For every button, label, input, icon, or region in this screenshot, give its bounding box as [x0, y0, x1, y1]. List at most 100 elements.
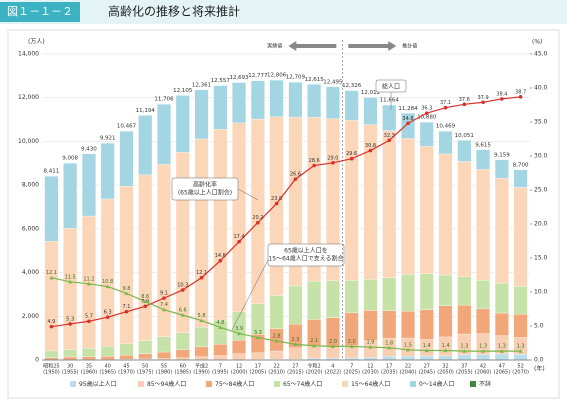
- y-tick-label: 12,000: [18, 94, 39, 101]
- bar-segment: [101, 199, 115, 346]
- line-value-label: 34.8: [402, 116, 413, 122]
- line-value-label: 1.4: [442, 343, 450, 349]
- line-point: [256, 221, 260, 225]
- line-value-label: 9.8: [122, 286, 130, 292]
- bar-segment: [514, 187, 528, 286]
- total-label: 10,467: [117, 124, 137, 130]
- total-label: 12,806: [267, 73, 287, 79]
- y-tick-label: 0: [35, 357, 39, 364]
- line-point: [143, 304, 147, 308]
- line-value-label: 1.3: [498, 344, 506, 350]
- bar-segment: [476, 309, 490, 334]
- bar-segment: [214, 86, 228, 130]
- bar-segment: [458, 140, 472, 161]
- line-point: [350, 157, 354, 161]
- bar-segment: [364, 310, 378, 340]
- bar-segment: [420, 310, 434, 340]
- total-label: 12,615: [305, 77, 325, 83]
- bar-segment: [45, 176, 59, 241]
- line-value-label: 36.3: [421, 106, 432, 112]
- bar-segment: [120, 355, 134, 359]
- line-point: [369, 149, 373, 153]
- bar-segment: [495, 160, 509, 178]
- bar-segment: [307, 347, 321, 359]
- line-point: [237, 240, 241, 244]
- bar-segment: [101, 143, 115, 199]
- line-value-label: 11.5: [65, 274, 76, 280]
- bar-segment: [420, 356, 434, 360]
- line-point: [444, 106, 448, 110]
- bar-segment: [476, 354, 490, 360]
- line-value-label: 6.6: [179, 308, 187, 314]
- line-point: [125, 310, 129, 314]
- bar-segment: [382, 311, 396, 339]
- x-year-label: (1955): [62, 370, 79, 376]
- x-year-label: (2010): [268, 370, 285, 376]
- line-value-label: 29.6: [346, 151, 357, 157]
- x-year-label: (1950): [43, 370, 60, 376]
- legend-swatch: [70, 381, 76, 387]
- y2-tick-label: 45.0: [534, 51, 548, 58]
- bar-segment: [401, 311, 415, 338]
- bar-segment: [289, 82, 303, 117]
- total-label: 12,361: [192, 82, 211, 88]
- legend-swatch: [342, 381, 348, 387]
- line-value-label: 23.0: [271, 196, 282, 202]
- line-value-label: 26.6: [290, 172, 301, 178]
- line-value-label: 20.2: [252, 215, 263, 221]
- bar-segment: [439, 131, 453, 154]
- bar-segment: [458, 355, 472, 360]
- bar-segment: [270, 296, 284, 329]
- bar-segment: [382, 278, 396, 311]
- bar-segment: [138, 115, 152, 174]
- line-value-label: 10.8: [102, 279, 113, 285]
- total-label: 11,706: [154, 97, 174, 103]
- legend-swatch: [138, 381, 144, 387]
- bar-segment: [326, 346, 340, 358]
- line-value-label: 10.3: [177, 282, 188, 288]
- bar-segment: [382, 356, 396, 360]
- bar-segment: [345, 91, 359, 121]
- line-value-label: 1.8: [385, 340, 393, 346]
- bar-segment: [82, 154, 96, 216]
- line-value-label: 1.4: [423, 343, 431, 349]
- x-year-label: (2015): [287, 370, 304, 376]
- bar-segment: [214, 344, 228, 355]
- bar-segment: [401, 356, 415, 360]
- bar-segment: [138, 175, 152, 341]
- legend-label: 65～74歳人口: [283, 380, 322, 388]
- bar-segment: [514, 314, 528, 337]
- bar-segment: [476, 280, 490, 309]
- bar-segment: [401, 274, 415, 311]
- total-label: 10,880: [417, 115, 437, 121]
- x-tick-label: 昭和25: [43, 363, 59, 370]
- bar-segment: [495, 313, 509, 336]
- total-label: 9,615: [475, 142, 491, 148]
- line-point: [500, 97, 504, 101]
- y-tick-label: 2,000: [22, 313, 39, 320]
- total-label: 8,700: [513, 162, 529, 168]
- x-year-label: (2005): [250, 370, 267, 376]
- bar-segment: [458, 277, 472, 305]
- bar-segment: [63, 228, 77, 349]
- line-value-label: 38.7: [515, 89, 526, 95]
- line-point: [481, 100, 485, 104]
- total-label: 9,921: [100, 136, 116, 142]
- total-label: 9,159: [494, 152, 510, 158]
- bar-segment: [439, 154, 453, 275]
- bar-segment: [63, 350, 77, 357]
- line-value-label: 28.6: [309, 158, 320, 164]
- bar-segment: [120, 186, 134, 344]
- x-year-label: (1985): [174, 370, 191, 376]
- bar-segment: [120, 344, 134, 355]
- bar-segment: [251, 81, 265, 119]
- bar-segment: [214, 129, 228, 320]
- bar-segment: [195, 327, 209, 347]
- bar-segment: [345, 280, 359, 313]
- y2-tick-label: 30.0: [534, 153, 548, 160]
- bar-segment: [63, 357, 77, 360]
- bar-segment: [251, 353, 265, 360]
- legend-label: 95歳以上人口: [79, 380, 117, 388]
- y-tick-label: 14,000: [18, 51, 39, 58]
